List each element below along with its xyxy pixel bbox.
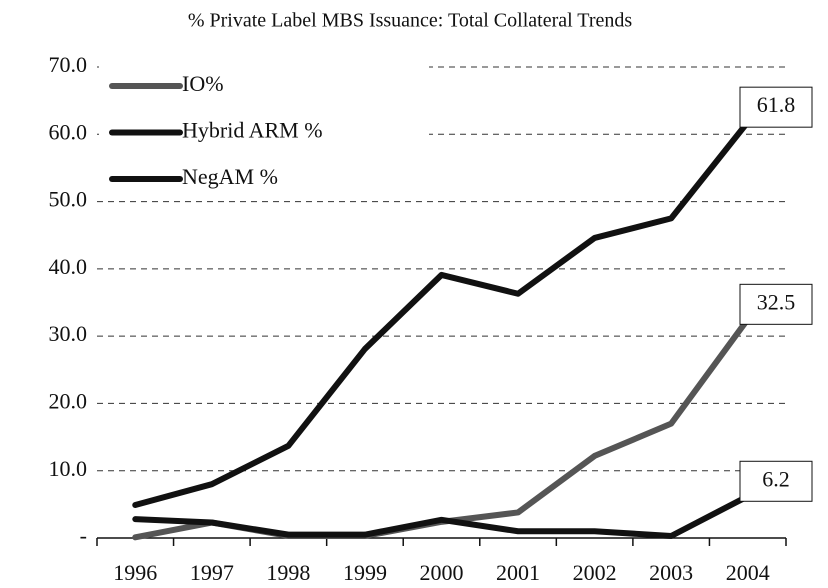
x-tick-label: 1999 (343, 560, 387, 585)
x-tick-label: 1998 (266, 560, 310, 585)
series-line (132, 316, 751, 541)
x-tick-label: 1996 (113, 560, 157, 585)
series-line (132, 119, 751, 509)
x-tick-label: 2004 (726, 560, 770, 585)
end-label-box (739, 86, 813, 128)
y-tick-label: 70.0 (49, 52, 88, 77)
end-label: 6.2 (762, 466, 790, 491)
y-tick-label: 30.0 (49, 321, 88, 346)
end-label: 61.8 (757, 92, 796, 117)
end-label: 32.5 (757, 289, 796, 314)
end-label-box (739, 460, 813, 502)
legend-label: Hybrid ARM % (182, 118, 323, 143)
y-tick-label: - (80, 523, 87, 548)
legend-label: IO% (182, 71, 224, 96)
x-tick-label: 2003 (649, 560, 693, 585)
chart-title: % Private Label MBS Issuance: Total Coll… (188, 10, 632, 32)
x-tick-label: 1997 (190, 560, 234, 585)
y-tick-label: 40.0 (49, 254, 88, 279)
y-tick-label: 60.0 (49, 119, 88, 144)
y-tick-label: 50.0 (49, 187, 88, 212)
x-tick-label: 2000 (420, 560, 464, 585)
series-line (132, 493, 751, 539)
x-tick-label: 2001 (496, 560, 540, 585)
legend-label: NegAM % (182, 164, 278, 189)
end-label-box (739, 283, 813, 325)
y-tick-label: 10.0 (49, 456, 88, 481)
y-tick-label: 20.0 (49, 388, 88, 413)
legend-background (99, 57, 429, 197)
x-tick-label: 2002 (573, 560, 617, 585)
